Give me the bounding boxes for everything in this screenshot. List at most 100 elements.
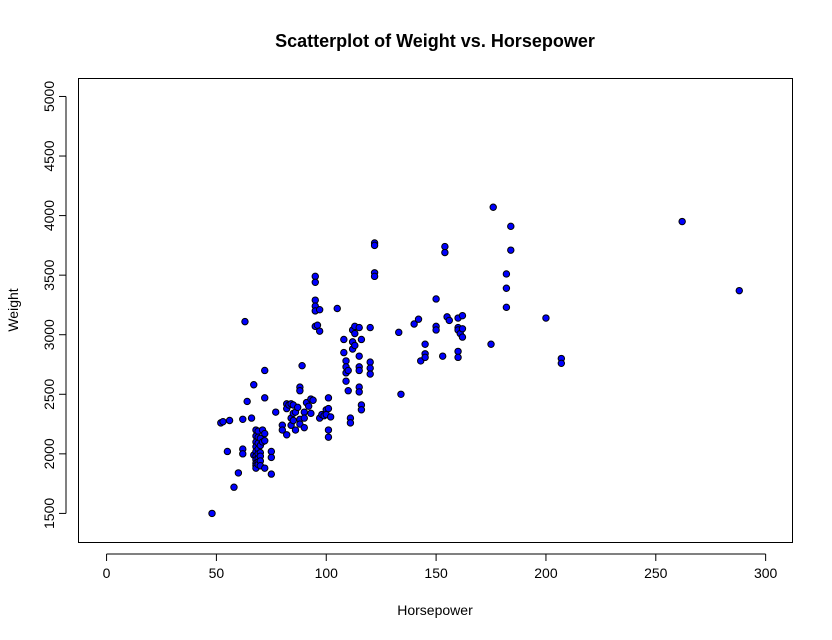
plot-area <box>78 78 793 543</box>
scatter-point <box>300 408 308 416</box>
scatter-point <box>502 270 511 278</box>
scatter-point <box>357 335 366 344</box>
scatter-point <box>239 450 247 458</box>
scatter-point <box>735 286 743 295</box>
scatter-point <box>355 323 363 332</box>
scatter-point <box>267 470 276 478</box>
y-tick-label: 5000 <box>41 81 57 112</box>
scatter-point <box>300 423 308 432</box>
chart-title: Scatterplot of Weight vs. Horsepower <box>275 31 595 51</box>
y-axis: 1500 2000 2500 3000 3500 4000 4500 5000 <box>41 81 67 529</box>
scatter-point <box>333 304 341 313</box>
scatter-point <box>366 364 374 372</box>
x-axis-label: Horsepower <box>397 602 473 618</box>
scatter-point <box>357 406 366 414</box>
scatter-point <box>300 414 308 422</box>
x-tick-label: 150 <box>424 565 448 581</box>
scatter-point <box>315 306 324 314</box>
scatter-point <box>313 321 322 329</box>
scatter-point <box>432 295 440 303</box>
scatter-point <box>283 431 291 439</box>
scatter-point <box>441 242 449 251</box>
scatter-point <box>366 358 374 366</box>
scatter-point <box>289 416 297 425</box>
scatter-point <box>239 415 247 423</box>
scatter-point <box>502 284 511 292</box>
scatter-point <box>324 433 333 441</box>
scatter-point <box>487 340 495 348</box>
scatter-point <box>307 409 315 418</box>
scatter-point <box>223 447 232 456</box>
y-axis-label: Weight <box>5 288 21 331</box>
scatter-point <box>315 327 324 335</box>
scatter-point <box>441 248 449 257</box>
scatter-point <box>370 272 379 281</box>
scatter-point <box>311 296 319 304</box>
scatter-point <box>208 509 216 518</box>
x-axis: 0 50 100 150 200 250 300 <box>103 553 778 581</box>
y-tick-label: 4000 <box>41 200 57 231</box>
scatter-point <box>296 387 304 395</box>
scatter-point <box>414 315 423 323</box>
scatter-point <box>261 464 269 472</box>
y-tick-label: 4500 <box>41 140 57 171</box>
scatter-point <box>678 217 686 226</box>
scatter-point <box>340 348 348 357</box>
scatter-point <box>370 241 379 250</box>
scatter-point <box>326 413 335 421</box>
scatter-point <box>309 396 317 404</box>
x-tick-label: 300 <box>754 565 778 581</box>
scatter-point <box>438 352 447 360</box>
scatter-point <box>421 353 429 362</box>
scatter-point <box>230 483 238 491</box>
scatter-point <box>324 426 333 434</box>
scatter-point <box>298 361 306 370</box>
scatter-point <box>342 377 350 385</box>
scatter-point <box>351 329 359 338</box>
scatter-point <box>311 272 319 281</box>
x-tick-label: 100 <box>315 565 339 581</box>
scatter-point <box>458 333 467 341</box>
scatter-point <box>458 311 467 320</box>
scatter-point <box>344 387 352 395</box>
scatter-point <box>324 404 333 413</box>
y-tick-label: 2500 <box>41 379 57 410</box>
scatter-point <box>225 416 234 425</box>
scatter-point <box>234 469 243 477</box>
scatter-point <box>261 366 269 375</box>
scatter-point <box>293 403 302 412</box>
y-tick-label: 3000 <box>41 319 57 350</box>
scatter-point <box>340 335 348 344</box>
scatter-point <box>395 328 403 337</box>
scatter-point <box>272 408 280 416</box>
scatter-point <box>507 246 515 254</box>
scatter-point <box>542 314 550 322</box>
scatter-point <box>489 203 497 211</box>
scatter-point <box>502 303 511 312</box>
scatter-point <box>342 357 350 365</box>
scatter-point <box>219 417 227 426</box>
scatter-point <box>421 340 429 348</box>
scatter-point <box>454 353 462 362</box>
scatter-point <box>344 366 352 375</box>
data-points <box>208 203 743 518</box>
scatter-point <box>278 426 287 434</box>
scatter-point <box>454 347 462 356</box>
scatter-point <box>267 453 276 462</box>
scatter-point <box>346 419 355 427</box>
scatter-point <box>557 359 566 368</box>
scatter-point <box>291 426 300 434</box>
scatter-point <box>458 325 467 333</box>
scatter-point <box>445 316 453 325</box>
scatter-point <box>247 414 256 422</box>
y-tick-label: 3500 <box>41 259 57 290</box>
y-tick-label: 2000 <box>41 438 57 469</box>
x-tick-label: 50 <box>209 565 225 581</box>
x-tick-label: 250 <box>644 565 668 581</box>
scatter-point <box>397 390 405 398</box>
scatter-point <box>355 366 363 375</box>
scatter-point <box>250 381 258 389</box>
y-tick-label: 1500 <box>41 498 57 529</box>
scatter-point <box>304 402 313 410</box>
